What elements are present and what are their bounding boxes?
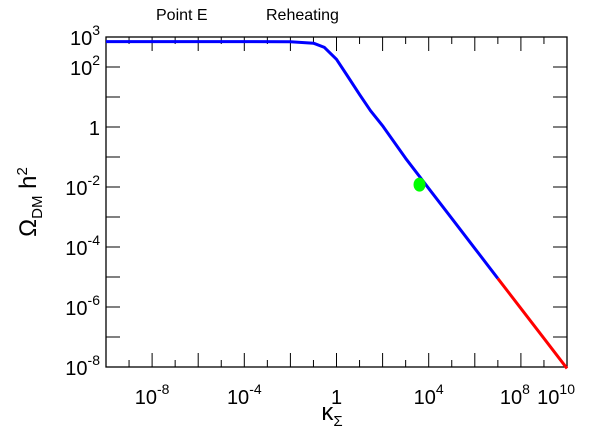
- x-tick-label-base: 10: [227, 387, 249, 409]
- annotation-reheating: Reheating: [266, 7, 339, 24]
- x-tick-label-base: 10: [537, 387, 559, 409]
- x-tick-label-exp: 10: [559, 381, 575, 397]
- y-tick-label-base: 10: [65, 178, 87, 200]
- y-tick-label-exp: 2: [92, 52, 100, 68]
- x-tick-label-exp: -4: [249, 381, 262, 397]
- y-axis-label-h: h: [15, 176, 42, 196]
- annotation-point-e: Point E: [156, 7, 208, 24]
- x-tick-label-base: 10: [414, 387, 436, 409]
- y-tick-label: 10-4: [65, 232, 100, 260]
- x-axis-label-sub: Σ: [333, 413, 342, 430]
- x-tick-label-base: 10: [135, 387, 157, 409]
- y-axis-label-sup: 2: [14, 167, 31, 175]
- y-tick-label: 1: [89, 118, 100, 140]
- axis-ticks: [105, 36, 568, 368]
- x-tick-label: 104: [414, 381, 444, 409]
- y-tick-label: 10-6: [65, 292, 100, 320]
- y-tick-label-exp: -6: [88, 292, 101, 308]
- y-tick-label-base: 10: [70, 58, 92, 80]
- x-tick-label: 1010: [537, 381, 575, 409]
- y-tick-label: 102: [70, 52, 100, 80]
- series-line-0: [106, 40, 499, 280]
- x-axis-label-base: κ: [321, 399, 334, 426]
- y-tick-label: 10-8: [65, 352, 100, 380]
- x-tick-label-exp: 8: [522, 381, 530, 397]
- y-tick-label: 10-2: [65, 172, 100, 200]
- x-tick-label: 10-4: [227, 381, 262, 409]
- y-tick-label-exp: 3: [92, 22, 100, 38]
- x-tick-label-base: 10: [500, 387, 522, 409]
- point-e-marker: [413, 177, 426, 192]
- y-tick-label-exp: -4: [88, 232, 101, 248]
- y-axis-label-sub: DM: [29, 196, 46, 219]
- y-tick-label-exp: -8: [88, 352, 101, 368]
- x-tick-label: 108: [500, 381, 530, 409]
- y-tick-label-base: 10: [65, 298, 87, 320]
- y-tick-label-base: 10: [65, 238, 87, 260]
- x-tick-label-exp: 4: [436, 381, 444, 397]
- plot-frame: [105, 36, 568, 368]
- y-tick-label-base: 1: [89, 118, 100, 140]
- y-axis-label-omega: Ω: [15, 219, 42, 237]
- y-tick-label-exp: -2: [88, 172, 101, 188]
- y-tick-label-base: 10: [65, 358, 87, 380]
- x-tick-label-exp: -8: [157, 381, 170, 397]
- x-tick-label-base: 1: [331, 387, 342, 409]
- y-tick-label-base: 10: [70, 28, 92, 50]
- x-axis-label: κΣ: [321, 399, 342, 430]
- x-tick-labels: 10-8 10-4 1 104 108 1010: [135, 381, 575, 409]
- x-tick-label: 1: [331, 387, 342, 409]
- x-tick-label: 10-8: [135, 381, 170, 409]
- y-tick-label: 103: [70, 22, 100, 50]
- series-line-1: [496, 277, 569, 370]
- data-series: [106, 40, 569, 370]
- y-axis-label: ΩDM h2: [14, 167, 46, 237]
